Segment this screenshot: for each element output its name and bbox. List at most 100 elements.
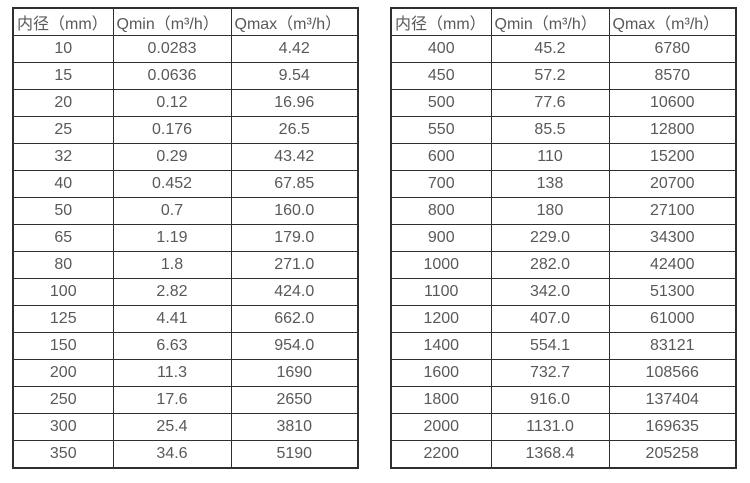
cell-qmin: 0.12 — [112, 89, 232, 117]
table-row: 150 6.63 954.0 — [12, 332, 359, 360]
cell-diameter: 50 — [12, 197, 114, 225]
table-row: 200 11.3 1690 — [12, 359, 359, 387]
table-row: 65 1.19 179.0 — [12, 224, 359, 252]
table-header: 内径（mm） Qmin（m³/h） Qmax（m³/h） — [12, 7, 359, 36]
cell-diameter: 450 — [390, 62, 492, 90]
cell-qmax: 169635 — [608, 413, 737, 441]
cell-qmax: 61000 — [608, 305, 737, 333]
cell-qmin: 1.8 — [112, 251, 232, 279]
table-row: 100 2.82 424.0 — [12, 278, 359, 306]
cell-diameter: 1800 — [390, 386, 492, 414]
flow-table-small-diameters: 内径（mm） Qmin（m³/h） Qmax（m³/h） 10 0.0283 4.4… — [12, 7, 359, 469]
table-row: 32 0.29 43.42 — [12, 143, 359, 171]
cell-qmax: 662.0 — [230, 305, 359, 333]
cell-diameter: 900 — [390, 224, 492, 252]
cell-qmin: 916.0 — [490, 386, 610, 414]
table-row: 2200 1368.4 205258 — [390, 440, 737, 469]
table-row: 250 17.6 2650 — [12, 386, 359, 414]
cell-diameter: 550 — [390, 116, 492, 144]
cell-diameter: 10 — [12, 35, 114, 63]
cell-qmin: 6.63 — [112, 332, 232, 360]
cell-qmin: 0.176 — [112, 116, 232, 144]
table-header: 内径（mm） Qmin（m³/h） Qmax（m³/h） — [390, 7, 737, 36]
cell-diameter: 15 — [12, 62, 114, 90]
cell-qmax: 160.0 — [230, 197, 359, 225]
cell-diameter: 150 — [12, 332, 114, 360]
cell-qmin: 229.0 — [490, 224, 610, 252]
table-row: 700 138 20700 — [390, 170, 737, 198]
cell-qmin: 77.6 — [490, 89, 610, 117]
table-row: 900 229.0 34300 — [390, 224, 737, 252]
cell-qmax: 42400 — [608, 251, 737, 279]
table-row: 1400 554.1 83121 — [390, 332, 737, 360]
col-header-qmin: Qmin（m³/h） — [112, 7, 232, 36]
cell-qmin: 1368.4 — [490, 440, 610, 469]
cell-qmin: 342.0 — [490, 278, 610, 306]
table-row: 50 0.7 160.0 — [12, 197, 359, 225]
cell-diameter: 32 — [12, 143, 114, 171]
cell-diameter: 500 — [390, 89, 492, 117]
col-header-diameter: 内径（mm） — [390, 7, 492, 36]
cell-diameter: 1200 — [390, 305, 492, 333]
table-row: 350 34.6 5190 — [12, 440, 359, 469]
cell-qmax: 67.85 — [230, 170, 359, 198]
cell-qmax: 10600 — [608, 89, 737, 117]
cell-diameter: 350 — [12, 440, 114, 469]
col-header-qmax: Qmax（m³/h） — [230, 7, 359, 36]
cell-qmax: 205258 — [608, 440, 737, 469]
cell-diameter: 65 — [12, 224, 114, 252]
cell-qmax: 4.42 — [230, 35, 359, 63]
table-row: 2000 1131.0 169635 — [390, 413, 737, 441]
cell-qmin: 110 — [490, 143, 610, 171]
cell-qmax: 27100 — [608, 197, 737, 225]
cell-qmin: 0.29 — [112, 143, 232, 171]
cell-qmin: 0.452 — [112, 170, 232, 198]
cell-diameter: 2200 — [390, 440, 492, 469]
col-header-qmax: Qmax（m³/h） — [608, 7, 737, 36]
cell-diameter: 1600 — [390, 359, 492, 387]
table-row: 1200 407.0 61000 — [390, 305, 737, 333]
cell-diameter: 600 — [390, 143, 492, 171]
col-header-diameter: 内径（mm） — [12, 7, 114, 36]
cell-qmax: 271.0 — [230, 251, 359, 279]
cell-qmin: 0.0636 — [112, 62, 232, 90]
table-row: 10 0.0283 4.42 — [12, 35, 359, 63]
cell-qmax: 8570 — [608, 62, 737, 90]
table-row: 400 45.2 6780 — [390, 35, 737, 63]
table-body: 10 0.0283 4.42 15 0.0636 9.54 20 0.12 16.96 25 0.1… — [12, 35, 359, 469]
cell-diameter: 1000 — [390, 251, 492, 279]
table-row: 1600 732.7 108566 — [390, 359, 737, 387]
cell-qmin: 17.6 — [112, 386, 232, 414]
cell-diameter: 800 — [390, 197, 492, 225]
cell-qmax: 83121 — [608, 332, 737, 360]
cell-qmax: 20700 — [608, 170, 737, 198]
cell-qmin: 85.5 — [490, 116, 610, 144]
cell-qmin: 1.19 — [112, 224, 232, 252]
cell-qmin: 1131.0 — [490, 413, 610, 441]
cell-qmax: 1690 — [230, 359, 359, 387]
cell-qmin: 2.82 — [112, 278, 232, 306]
cell-qmax: 5190 — [230, 440, 359, 469]
cell-qmin: 138 — [490, 170, 610, 198]
table-row: 600 110 15200 — [390, 143, 737, 171]
cell-qmin: 282.0 — [490, 251, 610, 279]
cell-qmin: 4.41 — [112, 305, 232, 333]
cell-qmin: 34.6 — [112, 440, 232, 469]
cell-diameter: 200 — [12, 359, 114, 387]
cell-qmin: 732.7 — [490, 359, 610, 387]
table-row: 550 85.5 12800 — [390, 116, 737, 144]
cell-diameter: 300 — [12, 413, 114, 441]
cell-qmax: 954.0 — [230, 332, 359, 360]
cell-qmin: 0.7 — [112, 197, 232, 225]
cell-qmax: 15200 — [608, 143, 737, 171]
table-row: 40 0.452 67.85 — [12, 170, 359, 198]
cell-diameter: 400 — [390, 35, 492, 63]
cell-qmin: 11.3 — [112, 359, 232, 387]
cell-qmax: 26.5 — [230, 116, 359, 144]
cell-qmin: 0.0283 — [112, 35, 232, 63]
cell-qmax: 51300 — [608, 278, 737, 306]
cell-qmax: 12800 — [608, 116, 737, 144]
cell-diameter: 250 — [12, 386, 114, 414]
cell-diameter: 1100 — [390, 278, 492, 306]
cell-qmax: 43.42 — [230, 143, 359, 171]
